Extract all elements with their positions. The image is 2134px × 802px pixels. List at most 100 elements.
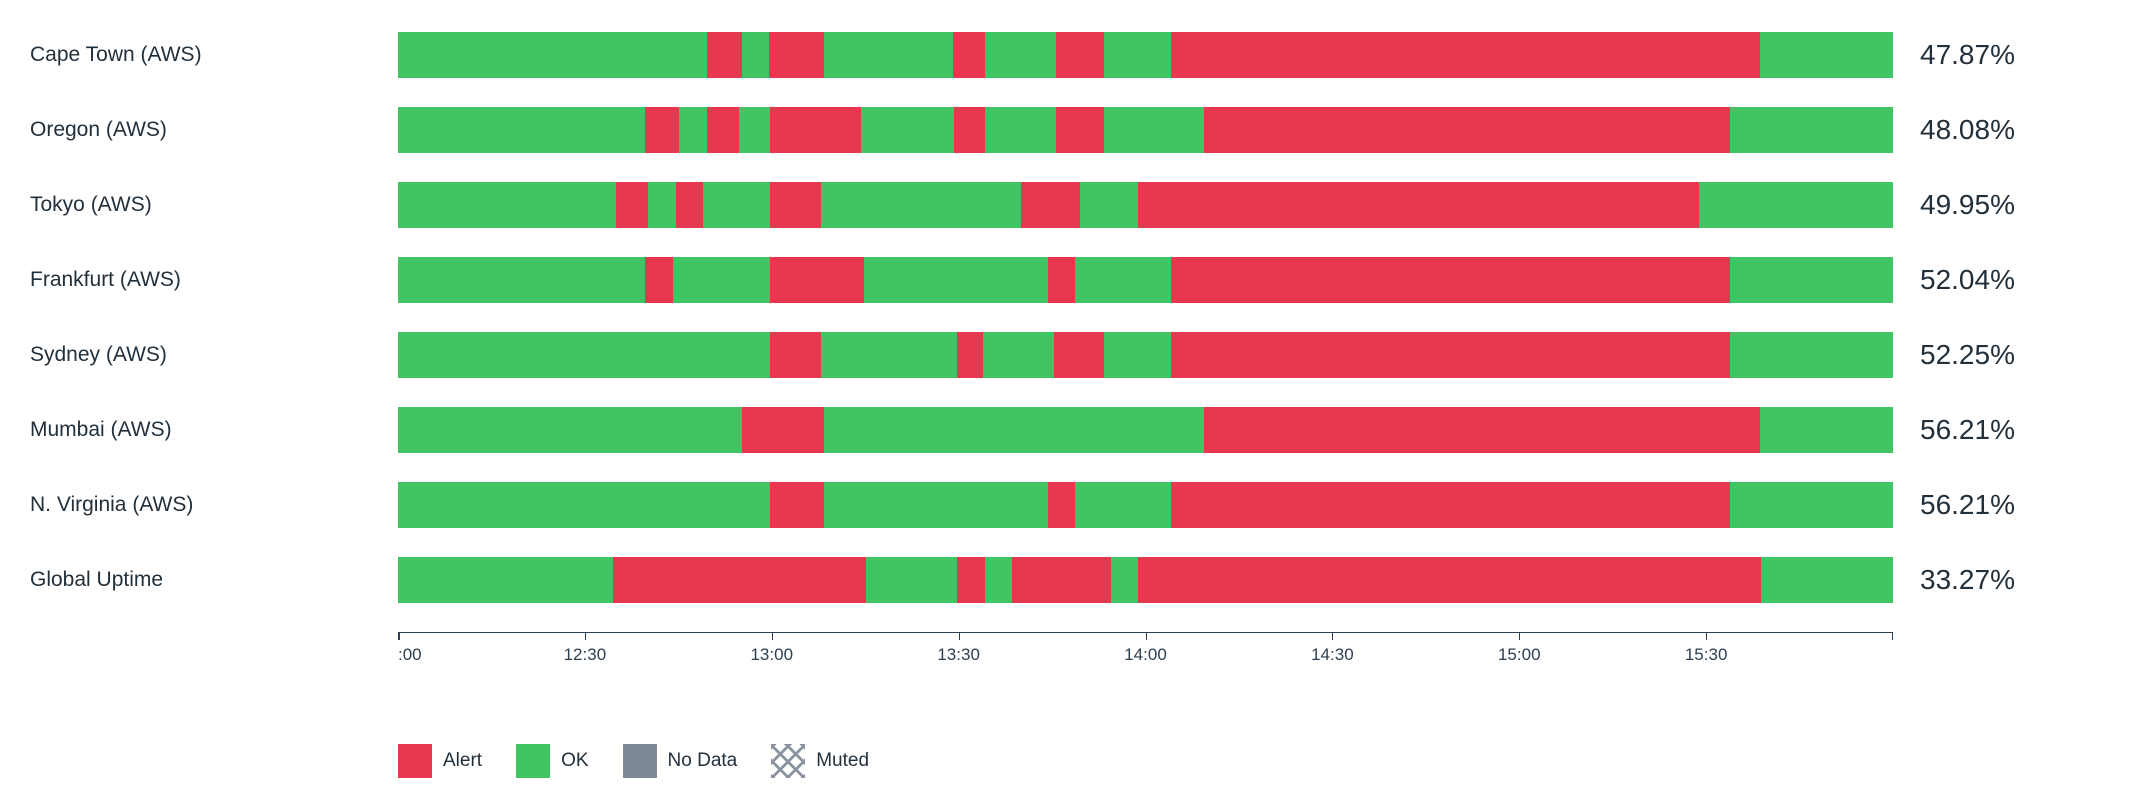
status-segment-ok[interactable] bbox=[1075, 482, 1171, 528]
status-segment-ok[interactable] bbox=[861, 107, 955, 153]
status-segment-alert[interactable] bbox=[770, 257, 865, 303]
status-segment-alert[interactable] bbox=[616, 182, 648, 228]
status-segment-alert[interactable] bbox=[1170, 257, 1730, 303]
status-segment-alert[interactable] bbox=[1054, 332, 1104, 378]
status-bar[interactable] bbox=[398, 407, 1893, 453]
status-segment-alert[interactable] bbox=[1170, 32, 1760, 78]
status-segment-alert[interactable] bbox=[1055, 32, 1104, 78]
status-segment-alert[interactable] bbox=[1048, 257, 1076, 303]
status-segment-alert[interactable] bbox=[1203, 107, 1730, 153]
status-segment-ok[interactable] bbox=[821, 332, 958, 378]
status-segment-ok[interactable] bbox=[824, 32, 953, 78]
status-segment-alert[interactable] bbox=[1048, 482, 1076, 528]
status-segment-alert[interactable] bbox=[770, 182, 822, 228]
status-segment-ok[interactable] bbox=[1103, 107, 1204, 153]
status-segment-alert[interactable] bbox=[644, 107, 680, 153]
row-label: Tokyo (AWS) bbox=[30, 193, 152, 216]
status-segment-ok[interactable] bbox=[1729, 107, 1893, 153]
status-row: Sydney (AWS) 52.25% bbox=[0, 332, 2134, 378]
uptime-value: 52.25% bbox=[1920, 339, 2015, 370]
status-segment-ok[interactable] bbox=[679, 107, 708, 153]
status-segment-alert[interactable] bbox=[1012, 557, 1112, 603]
status-bar[interactable] bbox=[398, 557, 1893, 603]
legend-item-alert[interactable]: Alert bbox=[398, 744, 482, 778]
status-segment-ok[interactable] bbox=[398, 107, 645, 153]
status-segment-alert[interactable] bbox=[1055, 107, 1104, 153]
status-segment-ok[interactable] bbox=[398, 557, 614, 603]
status-segment-ok[interactable] bbox=[1103, 32, 1171, 78]
status-segment-ok[interactable] bbox=[824, 407, 1204, 453]
status-segment-ok[interactable] bbox=[647, 182, 677, 228]
status-segment-alert[interactable] bbox=[1170, 332, 1730, 378]
status-segment-alert[interactable] bbox=[770, 332, 822, 378]
axis-tick-label: 15:00 bbox=[1497, 645, 1541, 664]
status-bar[interactable] bbox=[398, 482, 1893, 528]
status-segment-ok[interactable] bbox=[985, 32, 1056, 78]
status-segment-ok[interactable] bbox=[1759, 32, 1893, 78]
status-segment-alert[interactable] bbox=[741, 407, 825, 453]
status-segment-ok[interactable] bbox=[1730, 482, 1893, 528]
status-bar[interactable] bbox=[398, 332, 1893, 378]
status-segment-alert[interactable] bbox=[1203, 407, 1760, 453]
status-row: Cape Town (AWS) 47.87% bbox=[0, 32, 2134, 78]
legend-item-ok[interactable]: OK bbox=[516, 744, 589, 778]
status-segment-ok[interactable] bbox=[985, 557, 1013, 603]
status-segment-ok[interactable] bbox=[738, 107, 771, 153]
status-segment-ok[interactable] bbox=[1761, 557, 1893, 603]
status-segment-alert[interactable] bbox=[613, 557, 866, 603]
status-row: Mumbai (AWS) 56.21% bbox=[0, 407, 2134, 453]
status-segment-ok[interactable] bbox=[673, 257, 771, 303]
status-segment-alert[interactable] bbox=[957, 557, 986, 603]
status-segment-ok[interactable] bbox=[398, 182, 617, 228]
axis-tick-mark bbox=[398, 632, 400, 640]
legend: Alert OK No Data Muted bbox=[398, 744, 2134, 778]
status-segment-alert[interactable] bbox=[707, 107, 739, 153]
status-bar[interactable] bbox=[398, 257, 1893, 303]
status-segment-alert[interactable] bbox=[770, 107, 862, 153]
legend-item-muted[interactable]: Muted bbox=[771, 744, 869, 778]
status-segment-alert[interactable] bbox=[707, 32, 742, 78]
status-segment-ok[interactable] bbox=[398, 482, 771, 528]
legend-swatch-muted-icon bbox=[771, 744, 806, 778]
status-segment-ok[interactable] bbox=[398, 32, 708, 78]
status-segment-alert[interactable] bbox=[770, 482, 825, 528]
status-segment-alert[interactable] bbox=[1137, 557, 1762, 603]
status-segment-ok[interactable] bbox=[985, 107, 1056, 153]
status-segment-alert[interactable] bbox=[1170, 482, 1731, 528]
status-segment-ok[interactable] bbox=[1698, 182, 1893, 228]
legend-item-no_data[interactable]: No Data bbox=[622, 744, 737, 778]
status-bar[interactable] bbox=[398, 32, 1893, 78]
status-segment-alert[interactable] bbox=[1137, 182, 1699, 228]
status-segment-alert[interactable] bbox=[676, 182, 703, 228]
status-segment-ok[interactable] bbox=[1759, 407, 1893, 453]
status-segment-alert[interactable] bbox=[1021, 182, 1080, 228]
status-segment-alert[interactable] bbox=[952, 32, 986, 78]
status-segment-ok[interactable] bbox=[824, 482, 1049, 528]
status-segment-ok[interactable] bbox=[702, 182, 771, 228]
status-segment-ok[interactable] bbox=[1111, 557, 1138, 603]
axis-tick-label: 13:30 bbox=[937, 645, 980, 664]
status-segment-ok[interactable] bbox=[982, 332, 1055, 378]
axis-tick-label: 12:30 bbox=[563, 645, 607, 664]
status-segment-ok[interactable] bbox=[1079, 182, 1138, 228]
status-segment-ok[interactable] bbox=[398, 332, 771, 378]
status-bar[interactable] bbox=[398, 107, 1893, 153]
status-segment-alert[interactable] bbox=[644, 257, 674, 303]
status-row: N. Virginia (AWS) 56.21% bbox=[0, 482, 2134, 528]
status-segment-ok[interactable] bbox=[1075, 257, 1171, 303]
status-segment-ok[interactable] bbox=[1729, 257, 1893, 303]
status-segment-ok[interactable] bbox=[398, 257, 645, 303]
uptime-value: 47.87% bbox=[1920, 39, 2015, 70]
status-segment-alert[interactable] bbox=[957, 332, 983, 378]
axis-tick-mark bbox=[1892, 632, 1893, 640]
status-segment-alert[interactable] bbox=[768, 32, 825, 78]
status-segment-ok[interactable] bbox=[1729, 332, 1893, 378]
status-segment-ok[interactable] bbox=[865, 557, 958, 603]
status-bar[interactable] bbox=[398, 182, 1893, 228]
status-segment-ok[interactable] bbox=[821, 182, 1022, 228]
status-segment-ok[interactable] bbox=[398, 407, 742, 453]
status-segment-ok[interactable] bbox=[741, 32, 769, 78]
status-segment-ok[interactable] bbox=[1103, 332, 1171, 378]
status-segment-alert[interactable] bbox=[954, 107, 986, 153]
status-segment-ok[interactable] bbox=[864, 257, 1049, 303]
